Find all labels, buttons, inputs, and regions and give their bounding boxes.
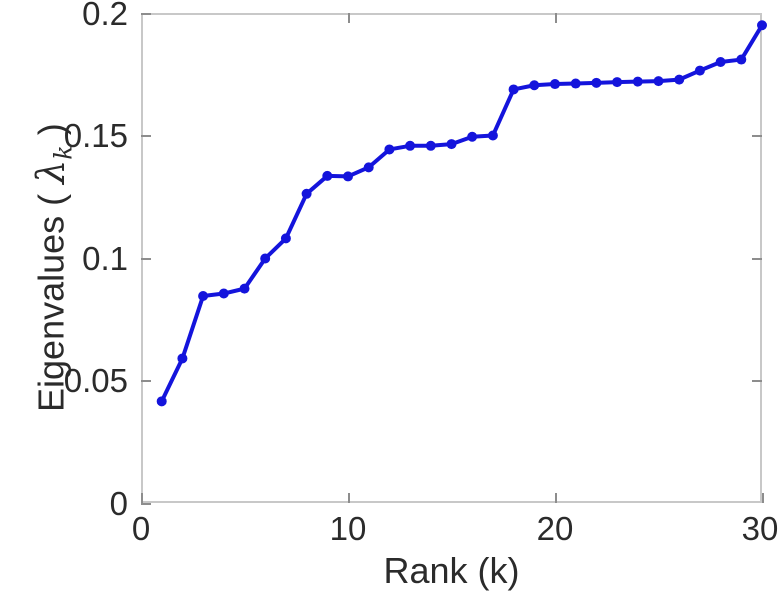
lambda-symbol: λ	[28, 159, 73, 184]
ytick-0	[141, 503, 151, 505]
ytick-0.15	[141, 135, 151, 137]
xtick-label-10: 10	[329, 510, 367, 547]
ytick-label-0.1: 0.1	[82, 240, 128, 277]
ytick-0.2	[141, 13, 151, 15]
ytick-label-0: 0	[109, 485, 128, 522]
ytick-label-0.2: 0.2	[82, 0, 128, 32]
xtick-10	[348, 493, 350, 503]
xtick-top-20	[555, 13, 557, 23]
ytick-right-0.1	[752, 258, 762, 260]
xtick-0	[141, 493, 143, 503]
xtick-top-10	[348, 13, 350, 23]
lambda-subscript: k	[49, 145, 78, 160]
y-axis-title-suffix: )	[30, 123, 72, 146]
xtick-label-30: 30	[741, 510, 779, 547]
xtick-label-20: 20	[536, 510, 574, 547]
xtick-label-0: 0	[131, 510, 151, 547]
ytick-right-0.15	[752, 135, 762, 137]
ytick-right-0.05	[752, 380, 762, 382]
ytick-label-0.15: 0.15	[63, 117, 128, 154]
ytick-label-0.05: 0.05	[63, 362, 128, 399]
ytick-0.05	[141, 380, 151, 382]
xtick-30	[762, 493, 764, 503]
ytick-0.1	[141, 258, 151, 260]
y-axis-title: Eigenvalues ( λk )	[28, 22, 83, 514]
y-axis-title-prefix: Eigenvalues (	[30, 183, 72, 412]
plot-frame	[141, 13, 762, 503]
x-axis-title: Rank (k)	[383, 550, 520, 591]
xtick-20	[555, 493, 557, 503]
